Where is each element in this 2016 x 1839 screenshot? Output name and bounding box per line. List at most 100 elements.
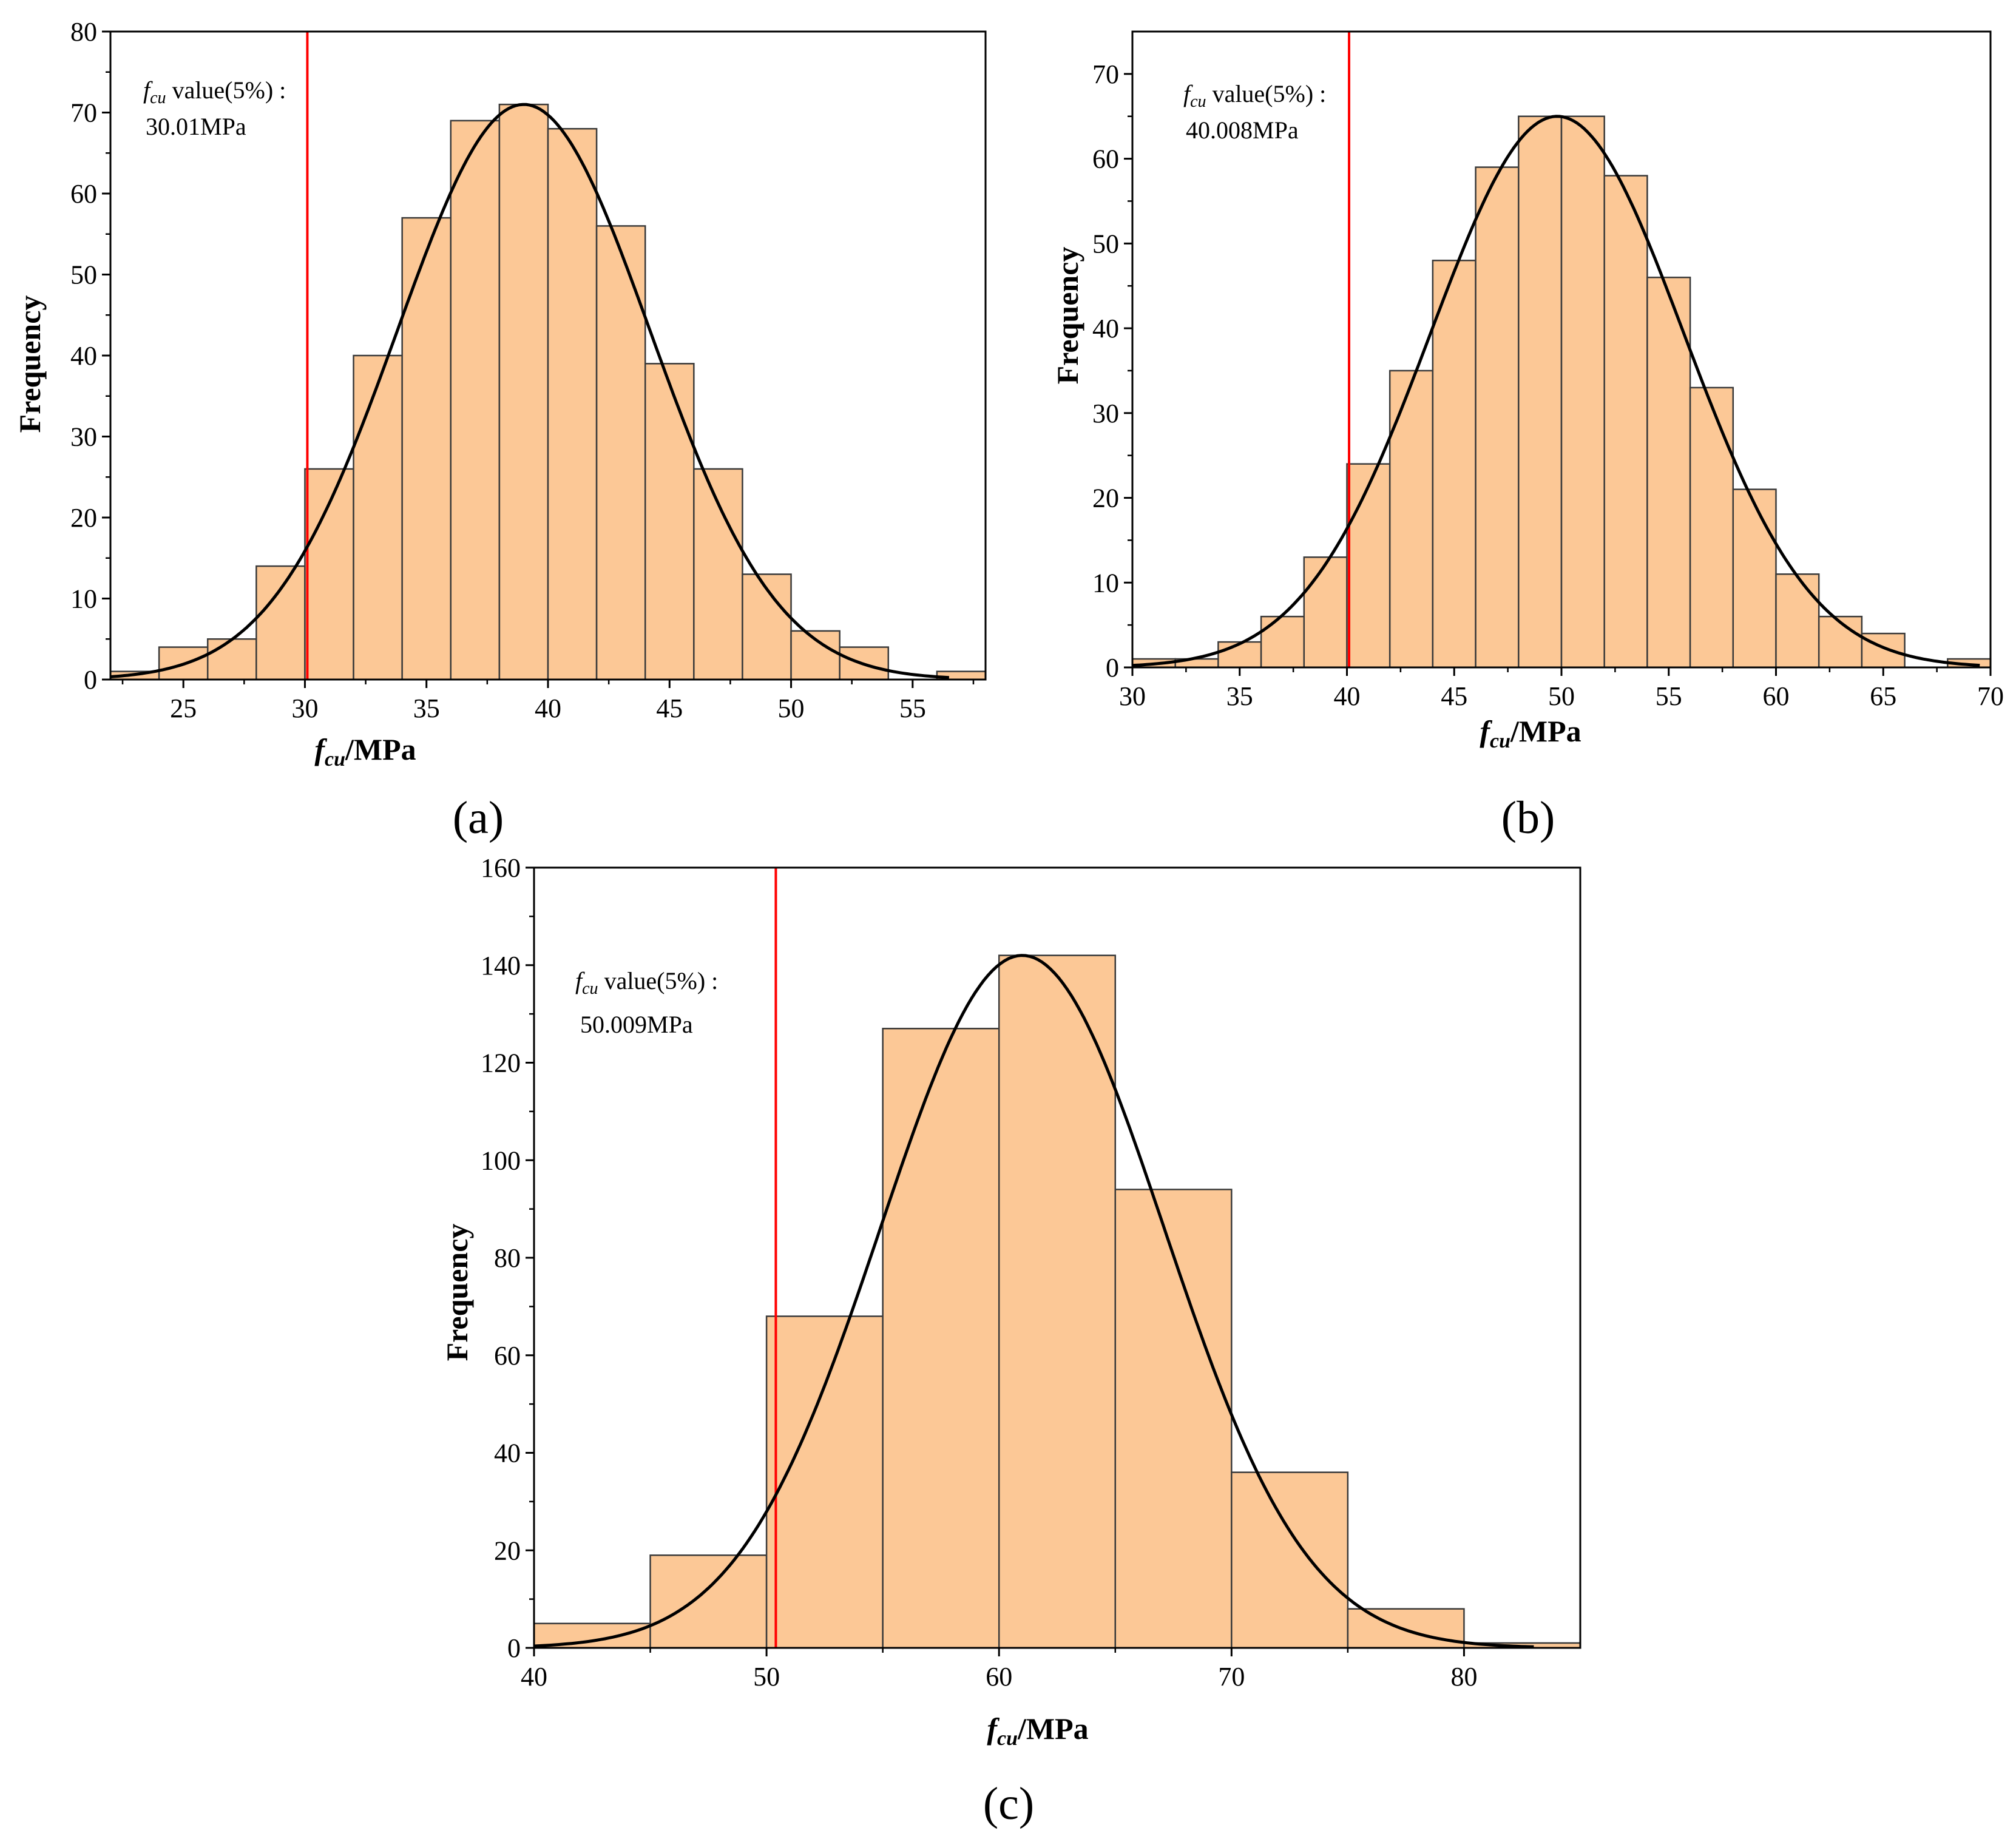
histogram-bar <box>1231 1471 1349 1649</box>
histogram-bar <box>742 573 792 681</box>
annotation-b-label: fcu value(5%) : <box>1183 80 1326 111</box>
histogram-bar <box>1389 369 1434 669</box>
y-tick-label: 20 <box>494 1536 521 1565</box>
histogram-bar <box>765 1315 884 1649</box>
histogram-bar <box>353 354 403 681</box>
normal-fit-curve <box>110 103 950 680</box>
histogram-bar <box>1432 260 1476 669</box>
normal-fit-curve <box>1132 115 1980 667</box>
annotation-a-label: fcu value(5%) : <box>143 76 286 107</box>
histogram-bar <box>839 646 890 681</box>
x-tick-label: 55 <box>899 693 926 723</box>
histogram-bar <box>1646 276 1691 669</box>
x-tick-label: 60 <box>986 1662 1012 1692</box>
y-tick-label: 30 <box>70 422 97 452</box>
histogram-bar <box>595 225 646 681</box>
panel-label-b: (b) <box>1501 792 1555 843</box>
x-axis-title-c: fcu/MPa <box>987 1712 1088 1750</box>
y-tick-label: 0 <box>1106 653 1119 683</box>
annotation-a-value: 30.01MPa <box>146 113 246 140</box>
histogram-bar <box>1560 115 1605 669</box>
annotation-b-value: 40.008MPa <box>1186 116 1299 144</box>
panel-b: fcu value(5%) : 40.008MPa (b) Frequency … <box>1050 30 2004 843</box>
x-tick-label: 70 <box>1977 681 2004 711</box>
x-tick-label: 55 <box>1656 681 1682 711</box>
x-tick-label: 50 <box>778 693 805 723</box>
y-tick-label: 50 <box>70 260 97 290</box>
x-tick-label: 45 <box>1441 681 1467 711</box>
y-tick-label: 80 <box>70 17 97 47</box>
x-tick-label: 35 <box>413 693 440 723</box>
panel-label-a: (a) <box>453 792 504 843</box>
histogram-bar <box>1217 641 1262 669</box>
x-tick-label: 25 <box>170 693 197 723</box>
histogram-bar <box>158 646 209 681</box>
histogram-bar <box>1475 166 1520 669</box>
histogram-bar <box>1689 386 1734 669</box>
y-tick-label: 70 <box>70 98 97 128</box>
histogram-bar <box>1518 115 1563 669</box>
histogram-bar <box>547 127 598 681</box>
x-tick-label: 70 <box>1218 1662 1245 1692</box>
y-tick-label: 60 <box>1092 144 1119 174</box>
histogram-bar <box>1732 488 1777 669</box>
histogram-bar <box>450 120 501 681</box>
x-axis-title-a: fcu/MPa <box>314 732 416 771</box>
histogram-bar <box>1818 615 1863 669</box>
histogram-bar <box>1861 632 1906 669</box>
histogram-bar <box>1114 1189 1233 1649</box>
x-axis-title-b: fcu/MPa <box>1480 714 1581 752</box>
y-tick-label: 10 <box>70 584 97 614</box>
y-tick-label: 40 <box>1092 314 1119 343</box>
y-axis-title-a: Frequency <box>13 295 47 433</box>
histogram-bar <box>1347 1608 1465 1649</box>
y-axis-title-c: Frequency <box>440 1224 474 1362</box>
y-tick-label: 0 <box>507 1633 521 1663</box>
y-tick-label: 140 <box>481 951 521 980</box>
histogram-bar <box>998 954 1117 1649</box>
y-tick-label: 80 <box>494 1243 521 1273</box>
x-tick-label: 35 <box>1226 681 1253 711</box>
y-tick-label: 20 <box>70 503 97 533</box>
x-tick-label: 40 <box>1334 681 1361 711</box>
histogram-bar <box>644 363 695 681</box>
histogram-bar <box>1303 556 1348 669</box>
y-tick-label: 0 <box>84 665 97 695</box>
y-tick-label: 40 <box>494 1439 521 1468</box>
histogram-bar <box>1346 463 1391 669</box>
y-tick-label: 60 <box>70 179 97 209</box>
annotation-c-value: 50.009MPa <box>580 1011 693 1038</box>
x-tick-label: 30 <box>291 693 318 723</box>
x-tick-label: 50 <box>1548 681 1575 711</box>
y-tick-label: 120 <box>481 1048 521 1078</box>
histogram-bar <box>790 630 841 681</box>
x-tick-label: 45 <box>656 693 683 723</box>
x-tick-label: 65 <box>1870 681 1896 711</box>
x-tick-label: 80 <box>1450 1662 1477 1692</box>
y-tick-label: 30 <box>1092 399 1119 428</box>
x-tick-label: 50 <box>753 1662 780 1692</box>
y-tick-label: 100 <box>481 1146 521 1175</box>
normal-fit-curve <box>533 954 1534 1648</box>
x-tick-label: 30 <box>1119 681 1146 711</box>
histogram-bar <box>1260 615 1305 669</box>
histogram-bar <box>882 1027 1000 1649</box>
histogram-bar <box>1603 175 1648 669</box>
y-tick-label: 40 <box>70 341 97 371</box>
y-tick-label: 10 <box>1092 568 1119 598</box>
panel-label-c: (c) <box>983 1778 1034 1829</box>
y-tick-label: 160 <box>481 853 521 883</box>
histogram-bar <box>206 638 257 681</box>
histogram-bar <box>498 103 549 681</box>
y-tick-label: 60 <box>494 1341 521 1371</box>
panel-a: fcu value(5%) : 30.01MPa (a) Frequency f… <box>13 17 987 843</box>
y-axis-title-b: Frequency <box>1050 247 1084 385</box>
y-tick-label: 50 <box>1092 229 1119 258</box>
y-tick-label: 20 <box>1092 484 1119 513</box>
histogram-bar <box>401 217 452 681</box>
x-tick-label: 40 <box>521 1662 547 1692</box>
x-tick-label: 60 <box>1763 681 1790 711</box>
y-tick-label: 70 <box>1092 59 1119 89</box>
panel-c: fcu value(5%) : 50.009MPa (c) Frequency … <box>440 853 1581 1829</box>
